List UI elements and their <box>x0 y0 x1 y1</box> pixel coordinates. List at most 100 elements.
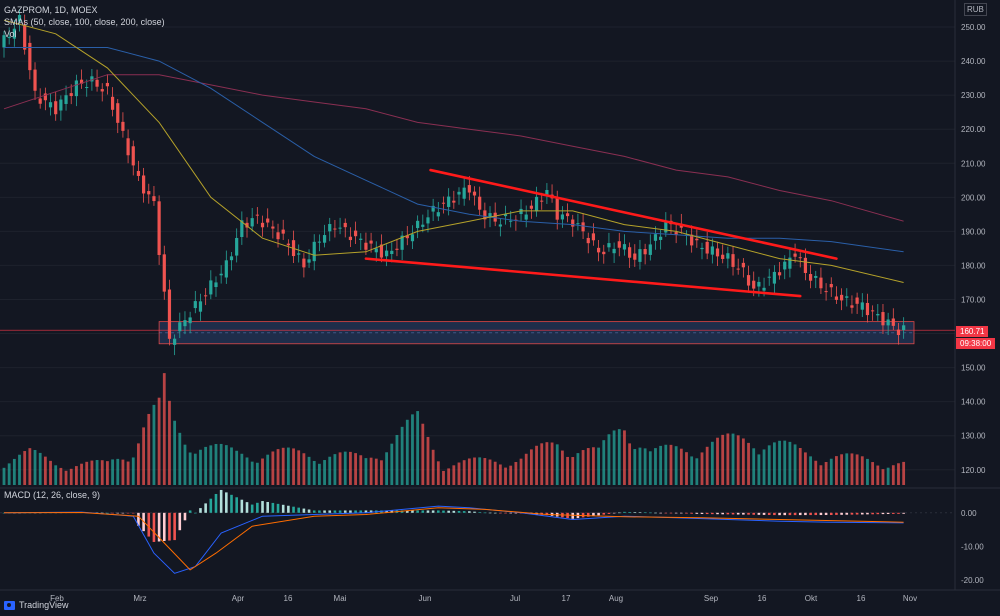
candle-body <box>131 146 135 166</box>
macd-histogram-bar <box>835 512 838 515</box>
volume-bar <box>2 467 6 485</box>
macd-histogram-bar <box>271 502 275 513</box>
candle-body <box>457 191 461 195</box>
candle-body <box>385 250 389 257</box>
volume-bar <box>793 444 797 485</box>
macd-histogram-bar <box>307 509 311 513</box>
volume-bar <box>297 450 301 485</box>
volume-bar <box>49 460 52 485</box>
candle-body <box>783 261 787 270</box>
candle-body <box>198 301 203 312</box>
time-tick-label: Apr <box>232 594 245 603</box>
candle-body <box>498 224 502 227</box>
currency-badge[interactable]: RUB <box>964 3 987 16</box>
candle-body <box>400 235 404 250</box>
candle-body <box>710 246 714 255</box>
volume-bar <box>106 461 109 485</box>
candle-body <box>110 96 115 110</box>
volume-bar <box>561 450 564 485</box>
candle-body <box>503 214 508 217</box>
macd-histogram-bar <box>855 512 859 515</box>
candle-body <box>379 244 384 258</box>
macd-histogram-bar <box>628 512 631 513</box>
candle-body <box>48 102 53 108</box>
candle-body <box>571 219 575 227</box>
last-price-tag: 160.71 <box>956 326 989 337</box>
volume-bar <box>535 445 538 485</box>
candle-body <box>891 318 895 326</box>
candle-body <box>374 248 378 253</box>
candle-body <box>824 291 828 293</box>
sma-label: SMAs (50, close, 100, close, 200, close) <box>4 17 165 27</box>
volume-bar <box>28 448 32 485</box>
candle-body <box>607 243 611 248</box>
candle-body <box>359 238 363 240</box>
volume-bar <box>705 446 709 485</box>
macd-histogram-bar <box>178 512 182 531</box>
macd-histogram-bar <box>876 512 880 515</box>
time-tick-label: 16 <box>857 594 866 603</box>
volume-bar <box>855 454 859 485</box>
volume-bar <box>628 443 632 485</box>
macd-histogram-bar <box>752 512 756 515</box>
volume-bar <box>131 457 135 485</box>
upper-trendline <box>429 168 838 260</box>
volume-bar <box>312 460 316 485</box>
macd-histogram-bar <box>871 512 874 515</box>
volume-bar <box>266 454 270 485</box>
volume-bar <box>80 463 83 485</box>
macd-histogram-bar <box>860 512 864 515</box>
candle-body <box>462 187 466 199</box>
volume-bar <box>576 453 580 485</box>
price-tick-label: 150.00 <box>961 364 986 373</box>
macd-histogram-bar <box>250 504 254 513</box>
volume-bar <box>276 449 280 485</box>
macd-histogram-bar <box>126 512 130 514</box>
chart-legend: GAZPROM, 1D, MOEX SMAs (50, close, 100, … <box>4 4 165 40</box>
macd-histogram-bar <box>121 512 125 514</box>
macd-histogram-bar <box>654 512 657 514</box>
candle-body <box>467 185 471 193</box>
volume-bar <box>250 461 254 485</box>
volume-bar <box>850 453 854 485</box>
macd-histogram-bar <box>235 497 238 513</box>
candle-body <box>38 98 42 104</box>
volume-bar <box>426 436 430 485</box>
macd-histogram-bar <box>773 512 776 516</box>
macd-histogram-bar <box>742 512 745 515</box>
candle-body <box>405 235 409 239</box>
candle-body <box>560 214 565 220</box>
macd-histogram-bar <box>328 510 332 513</box>
macd-histogram-bar <box>886 512 890 515</box>
volume-bar <box>752 448 756 485</box>
macd-histogram-bar <box>705 512 709 515</box>
macd-histogram-bar <box>281 504 285 513</box>
volume-bar <box>193 453 197 485</box>
candle-body <box>565 213 570 217</box>
macd-histogram-bar <box>845 512 849 515</box>
volume-bar <box>654 448 657 485</box>
brand-footer[interactable]: TradingView <box>4 600 69 610</box>
volume-bar <box>214 444 218 485</box>
candle-body <box>695 238 699 241</box>
volume-bar <box>710 441 714 485</box>
macd-histogram-bar <box>902 512 905 514</box>
candle-body <box>829 284 833 288</box>
volume-bar <box>307 456 311 485</box>
volume-bar <box>121 459 125 485</box>
volume-bar <box>183 444 187 485</box>
candle-body <box>886 319 890 326</box>
volume-bar <box>359 455 363 485</box>
candle-body <box>664 222 668 233</box>
candle-body <box>250 218 254 227</box>
candle-body <box>28 42 32 71</box>
candle-body <box>545 190 549 195</box>
macd-histogram-bar <box>488 512 492 514</box>
volume-bar <box>142 427 146 485</box>
candle-body <box>116 103 120 123</box>
candle-body <box>266 218 270 223</box>
macd-histogram-bar <box>762 512 766 515</box>
macd-histogram-bar <box>850 512 854 515</box>
volume-bar <box>457 462 461 485</box>
